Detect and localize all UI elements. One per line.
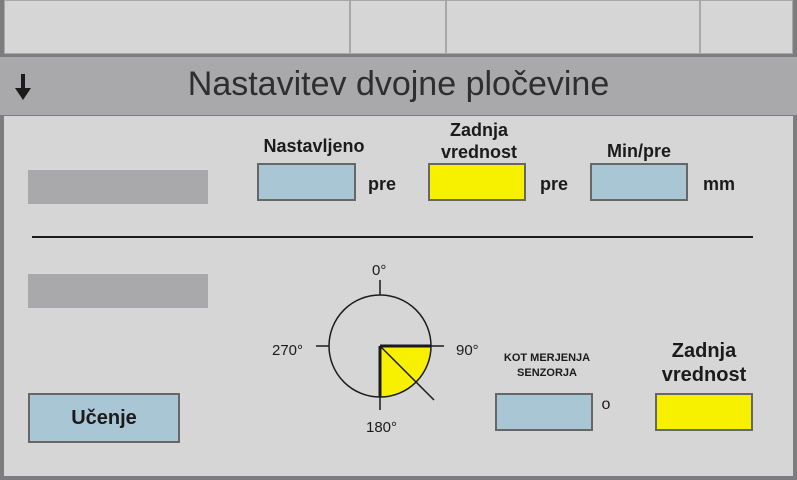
dial-label-180: 180° [366, 419, 398, 436]
measure-angle-field[interactable] [495, 393, 593, 431]
set-value-field[interactable] [257, 163, 356, 201]
top-tab-4[interactable] [700, 0, 793, 54]
sensor-last-field[interactable] [655, 393, 753, 431]
title-bar: Nastavitev dvojne pločevine [0, 57, 797, 115]
set-value-label: Nastavljeno [263, 136, 365, 156]
dial-label-0: 0° [372, 262, 387, 279]
page-title: Nastavitev dvojne pločevine [187, 65, 610, 103]
down-arrow-icon[interactable] [12, 72, 34, 102]
top-tab-1[interactable] [4, 0, 350, 54]
dial-label-90: 90° [456, 342, 479, 359]
minpre-label: Min/pre [606, 141, 671, 161]
learn-button-label: Učenje [71, 407, 137, 429]
angle-dial [316, 280, 444, 410]
learn-button[interactable]: Učenje [28, 393, 180, 443]
set-value-unit: pre [367, 174, 396, 194]
measure-angle-unit: o [601, 396, 611, 413]
sensor-last-label-line2: vrednost [661, 364, 747, 386]
last-value-label-line2: vrednost [440, 142, 518, 162]
minpre-unit: mm [702, 174, 735, 194]
measure-angle-label-line2: SENZORJA [517, 367, 577, 379]
top-tab-2[interactable] [350, 0, 446, 54]
last-value-field[interactable] [428, 163, 526, 201]
settings-panel: Nastavljeno pre Zadnja vrednost pre Min/… [4, 116, 793, 476]
sensor-last-label-line1: Zadnja [671, 340, 737, 362]
minpre-field[interactable] [590, 163, 688, 201]
last-value-unit: pre [539, 174, 568, 194]
placeholder-box-top [28, 170, 208, 204]
placeholder-box-bottom [28, 274, 208, 308]
dial-label-270: 270° [272, 342, 304, 359]
divider [32, 236, 753, 238]
measure-angle-label-line1: KOT MERJENJA [503, 352, 591, 364]
last-value-label-line1: Zadnja [449, 120, 508, 140]
top-tab-3[interactable] [446, 0, 700, 54]
